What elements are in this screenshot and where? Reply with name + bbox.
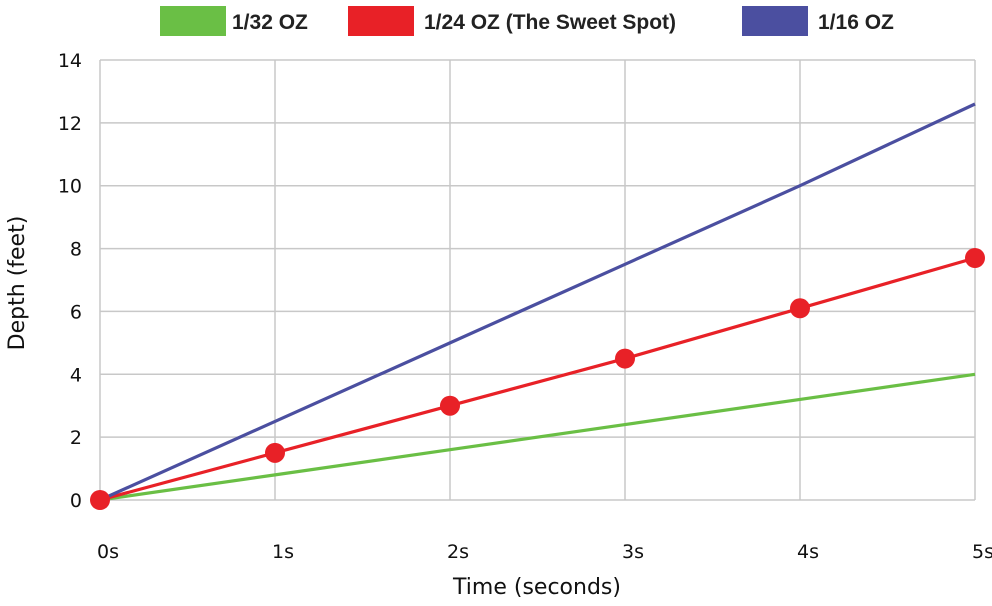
x-tick-label: 4s	[797, 541, 819, 563]
x-axis-title: Time (seconds)	[452, 575, 621, 600]
x-tick-label: 5s	[972, 541, 992, 563]
x-tick-label: 2s	[447, 541, 469, 563]
legend-swatch-1-16-oz	[742, 6, 808, 36]
series-layer	[90, 102, 985, 510]
y-tick-label: 12	[58, 113, 82, 135]
legend: 1/32 OZ 1/24 OZ (The Sweet Spot) 1/16 OZ	[160, 6, 894, 36]
data-point-1-24-oz-the-sweet-spot	[265, 442, 285, 463]
data-point-1-24-oz-the-sweet-spot	[965, 248, 985, 268]
y-axis-title: Depth (feet)	[5, 216, 30, 351]
data-point-1-24-oz-the-sweet-spot	[790, 298, 810, 319]
legend-swatch-1-24-oz-the-sweet-spot	[348, 6, 414, 36]
y-tick-label: 6	[70, 301, 82, 323]
y-tick-label: 8	[70, 239, 82, 261]
legend-label-1-24-oz-the-sweet-spot: 1/24 OZ (The Sweet Spot)	[424, 11, 676, 34]
x-tick-label: 1s	[272, 541, 294, 563]
data-point-1-24-oz-the-sweet-spot	[90, 490, 110, 510]
series-line-1-16-oz	[99, 102, 976, 502]
y-tick-label: 4	[70, 364, 82, 386]
series-line-1-32-oz	[99, 372, 976, 502]
y-tick-label: 2	[70, 427, 82, 449]
data-point-1-24-oz-the-sweet-spot	[440, 395, 460, 416]
grid	[99, 59, 976, 501]
x-tick-label: 3s	[622, 541, 644, 563]
x-tick-label: 0s	[97, 541, 119, 563]
y-tick-label: 14	[58, 50, 82, 72]
series-line-1-24-oz-the-sweet-spot	[99, 256, 976, 502]
y-tick-label: 10	[58, 176, 82, 198]
data-point-1-24-oz-the-sweet-spot	[615, 348, 635, 369]
y-tick-label: 0	[70, 490, 82, 512]
legend-label-1-32-oz: 1/32 OZ	[232, 11, 308, 34]
legend-label-1-16-oz: 1/16 OZ	[818, 11, 894, 34]
legend-swatch-1-32-oz	[160, 6, 226, 36]
axis-ticks: 0 2 4 6 8 10 12 14 0s 1s 2s 3s 4s 5s	[58, 50, 992, 563]
